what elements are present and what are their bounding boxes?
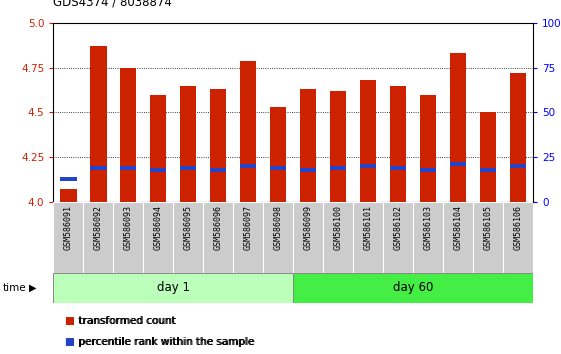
Text: ■: ■ <box>65 337 74 347</box>
Text: transformed count: transformed count <box>79 316 176 326</box>
Text: day 60: day 60 <box>393 281 433 294</box>
Bar <box>150 168 167 172</box>
Bar <box>120 68 136 202</box>
Bar <box>353 202 383 273</box>
Bar <box>60 189 76 202</box>
Bar <box>330 91 346 202</box>
Text: GSM586093: GSM586093 <box>124 205 133 250</box>
Bar <box>510 73 526 202</box>
Bar <box>510 164 526 168</box>
Bar <box>503 202 533 273</box>
Bar <box>240 164 256 168</box>
Bar <box>173 202 203 273</box>
Bar <box>60 177 76 181</box>
Bar <box>450 53 466 202</box>
Text: day 1: day 1 <box>157 281 190 294</box>
Bar <box>270 166 286 170</box>
Text: time: time <box>3 282 26 293</box>
Bar <box>90 166 107 170</box>
Bar <box>383 202 413 273</box>
Text: GSM586096: GSM586096 <box>214 205 223 250</box>
Text: ■ percentile rank within the sample: ■ percentile rank within the sample <box>65 337 254 347</box>
Text: GDS4374 / 8038874: GDS4374 / 8038874 <box>53 0 172 9</box>
Bar <box>293 273 533 303</box>
Text: ▶: ▶ <box>29 282 36 293</box>
Bar <box>473 202 503 273</box>
Bar <box>120 166 136 170</box>
Bar <box>420 168 436 172</box>
Text: GSM586103: GSM586103 <box>424 205 433 250</box>
Bar <box>360 80 376 202</box>
Text: GSM586097: GSM586097 <box>243 205 252 250</box>
Text: GSM586104: GSM586104 <box>453 205 462 250</box>
Bar <box>233 202 263 273</box>
Text: GSM586102: GSM586102 <box>394 205 403 250</box>
Text: GSM586092: GSM586092 <box>94 205 103 250</box>
Bar <box>143 202 173 273</box>
Text: GSM586106: GSM586106 <box>513 205 522 250</box>
Bar <box>90 46 107 202</box>
Text: GSM586105: GSM586105 <box>484 205 493 250</box>
Bar <box>113 202 143 273</box>
Text: GSM586099: GSM586099 <box>304 205 312 250</box>
Bar <box>330 166 346 170</box>
Bar <box>450 162 466 166</box>
Text: GSM586094: GSM586094 <box>154 205 163 250</box>
Bar <box>300 168 316 172</box>
Text: GSM586091: GSM586091 <box>64 205 73 250</box>
Bar <box>53 202 83 273</box>
Bar <box>210 168 227 172</box>
Bar <box>480 113 496 202</box>
Bar <box>263 202 293 273</box>
Bar <box>270 107 286 202</box>
Bar <box>210 89 227 202</box>
Bar <box>323 202 353 273</box>
Bar <box>180 86 196 202</box>
Bar <box>360 164 376 168</box>
Bar <box>150 95 167 202</box>
Bar <box>300 89 316 202</box>
Bar <box>293 202 323 273</box>
Text: GSM586100: GSM586100 <box>334 205 343 250</box>
Text: ■: ■ <box>65 316 74 326</box>
Text: ■ transformed count: ■ transformed count <box>65 316 175 326</box>
Bar <box>413 202 443 273</box>
Text: GSM586098: GSM586098 <box>274 205 283 250</box>
Bar <box>83 202 113 273</box>
Bar <box>443 202 473 273</box>
Bar <box>420 95 436 202</box>
Bar <box>480 168 496 172</box>
Bar <box>240 61 256 202</box>
Bar <box>390 166 406 170</box>
Bar <box>203 202 233 273</box>
Text: percentile rank within the sample: percentile rank within the sample <box>79 337 255 347</box>
Bar <box>53 273 293 303</box>
Text: GSM586101: GSM586101 <box>364 205 373 250</box>
Bar <box>390 86 406 202</box>
Text: GSM586095: GSM586095 <box>183 205 192 250</box>
Bar <box>180 166 196 170</box>
